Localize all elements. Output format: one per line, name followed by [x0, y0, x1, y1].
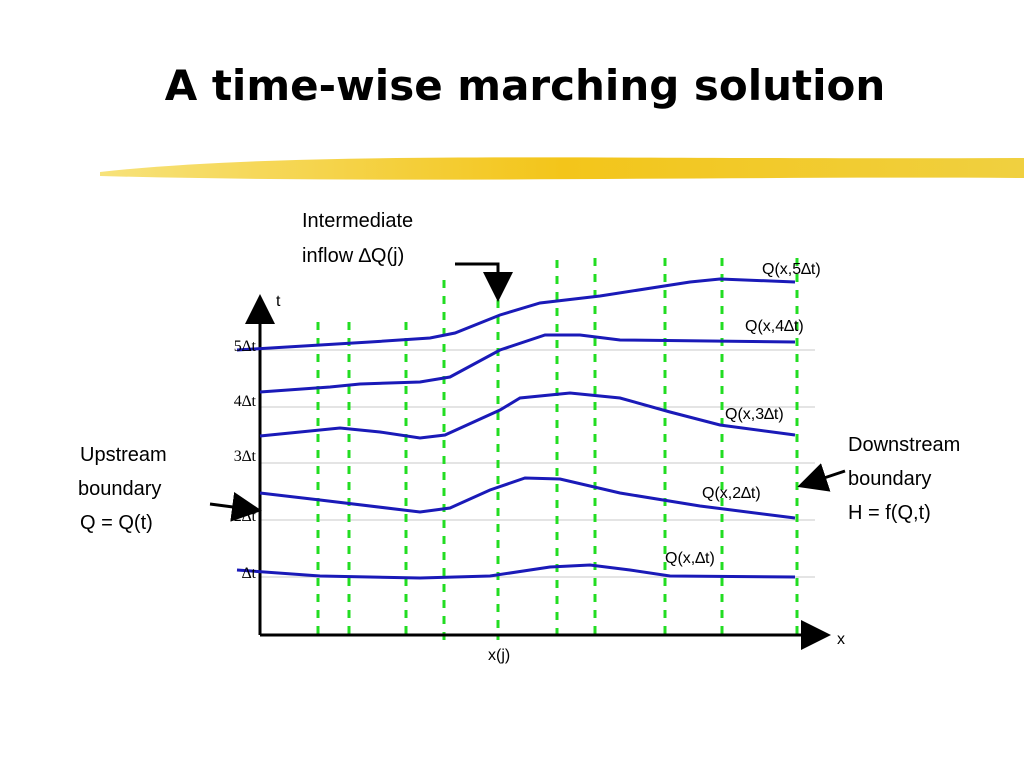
arrows [209, 262, 846, 522]
time-level: 4∆t [234, 393, 257, 410]
downstream-label: Downstream [848, 434, 960, 456]
time-level: ∆t [242, 565, 257, 582]
downstream-label: boundary [848, 468, 931, 490]
upstream-label: boundary [78, 478, 161, 500]
time-level: 5∆t [234, 338, 257, 355]
inflow-label: Intermediate [302, 210, 413, 232]
brush-stroke [100, 157, 1024, 180]
curve-label: Q(x,5∆t) [762, 261, 821, 278]
upstream-label: Q = Q(t) [80, 512, 153, 534]
curve-label: Q(x,∆t) [665, 550, 715, 567]
inflow-label: inflow ∆Q(j) [302, 245, 404, 267]
time-level: 2∆t [234, 508, 257, 525]
curve-label: Q(x,4∆t) [745, 318, 804, 335]
curve-label: Q(x,3∆t) [725, 406, 784, 423]
axis-label: x(j) [488, 647, 510, 664]
grid [260, 349, 815, 578]
curve-label: Q(x,2∆t) [702, 485, 761, 502]
dashed-lines [316, 258, 799, 640]
axis-label: t [276, 293, 281, 310]
axes [245, 294, 831, 650]
axis-label: x [837, 631, 845, 648]
time-level: 3∆t [234, 448, 257, 465]
downstream-label: H = f(Q,t) [848, 502, 931, 524]
curves [236, 277, 796, 580]
title: A time-wise marching solution [165, 61, 886, 110]
upstream-label: Upstream [80, 444, 167, 466]
